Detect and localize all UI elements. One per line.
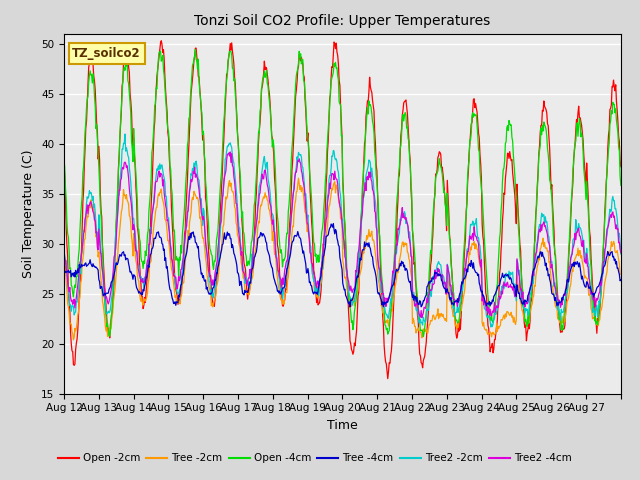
Tree2 -2cm [401,209,408,215]
Tree2 -4cm [617,250,625,255]
X-axis label: Time: Time [327,419,358,432]
Tree2 -4cm [228,163,236,168]
Tree -2cm [70,337,77,343]
Tree -2cm [401,240,409,246]
Tree -4cm [125,264,133,270]
Line: Tree2 -4cm: Tree2 -4cm [64,152,621,318]
Tree2 -4cm [277,276,285,282]
Tree -4cm [330,221,337,227]
Line: Tree2 -2cm: Tree2 -2cm [64,134,621,327]
Tree2 -4cm [227,149,234,155]
Open -2cm [60,162,68,168]
Tree2 -4cm [401,215,408,220]
Line: Open -2cm: Open -2cm [64,41,621,379]
Open -4cm [191,47,199,53]
Tree2 -2cm [126,171,134,177]
Open -2cm [401,98,409,104]
Tree2 -4cm [256,190,264,196]
Open -2cm [433,171,440,177]
Open -2cm [617,164,625,169]
Open -4cm [125,91,133,96]
Tree2 -2cm [277,287,285,293]
Tree2 -4cm [418,315,426,321]
Tree -4cm [60,266,68,272]
Open -2cm [157,38,165,44]
Open -4cm [256,108,264,114]
Tree2 -4cm [60,247,68,252]
Tree -2cm [256,207,264,213]
Title: Tonzi Soil CO2 Profile: Upper Temperatures: Tonzi Soil CO2 Profile: Upper Temperatur… [195,14,490,28]
Tree -2cm [433,312,440,318]
Tree2 -4cm [125,186,133,192]
Tree2 -2cm [228,153,236,159]
Tree2 -2cm [256,181,264,187]
Tree2 -2cm [60,247,68,252]
Tree -2cm [228,189,236,194]
Tree -4cm [276,291,284,297]
Tree2 -2cm [121,131,129,137]
Open -4cm [433,172,440,178]
Tree -4cm [346,304,354,310]
Open -2cm [277,287,285,293]
Tree2 -2cm [617,251,625,257]
Text: TZ_soilco2: TZ_soilco2 [72,47,141,60]
Line: Tree -4cm: Tree -4cm [64,224,621,307]
Tree2 -2cm [432,269,440,275]
Line: Open -4cm: Open -4cm [64,50,621,336]
Open -4cm [228,65,236,71]
Tree -2cm [617,271,625,277]
Open -2cm [125,70,133,75]
Tree -2cm [277,297,285,303]
Tree -4cm [617,277,625,283]
Open -4cm [419,334,427,339]
Tree -2cm [294,175,302,181]
Open -2cm [384,376,392,382]
Tree -2cm [60,260,68,266]
Tree2 -2cm [487,324,495,330]
Legend: Open -2cm, Tree -2cm, Open -4cm, Tree -4cm, Tree2 -2cm, Tree2 -4cm: Open -2cm, Tree -2cm, Open -4cm, Tree -4… [54,449,575,468]
Tree -4cm [228,245,236,251]
Open -4cm [617,182,625,188]
Open -2cm [256,120,264,126]
Line: Tree -2cm: Tree -2cm [64,178,621,340]
Tree -4cm [433,269,440,275]
Y-axis label: Soil Temperature (C): Soil Temperature (C) [22,149,35,278]
Open -4cm [277,247,285,252]
Tree2 -4cm [433,274,440,279]
Tree -4cm [255,234,263,240]
Tree -4cm [401,267,409,273]
Open -4cm [60,157,68,163]
Tree -2cm [126,214,134,220]
Open -2cm [228,48,236,54]
Open -4cm [401,112,408,118]
